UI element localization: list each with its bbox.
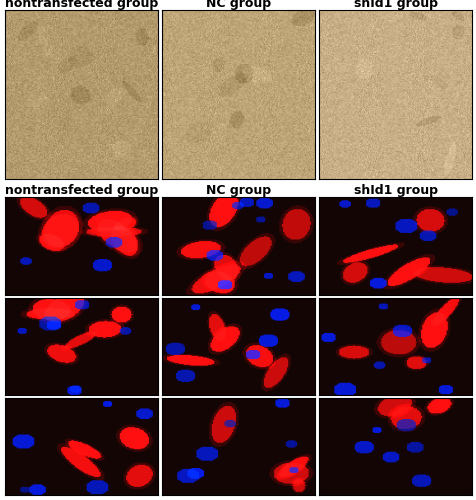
Title: nontransfected group: nontransfected group bbox=[4, 184, 158, 198]
Title: NC group: NC group bbox=[206, 184, 270, 198]
Title: shId1 group: shId1 group bbox=[353, 0, 437, 10]
Title: NC group: NC group bbox=[206, 0, 270, 10]
Title: nontransfected group: nontransfected group bbox=[4, 0, 158, 10]
Title: shId1 group: shId1 group bbox=[353, 184, 437, 198]
